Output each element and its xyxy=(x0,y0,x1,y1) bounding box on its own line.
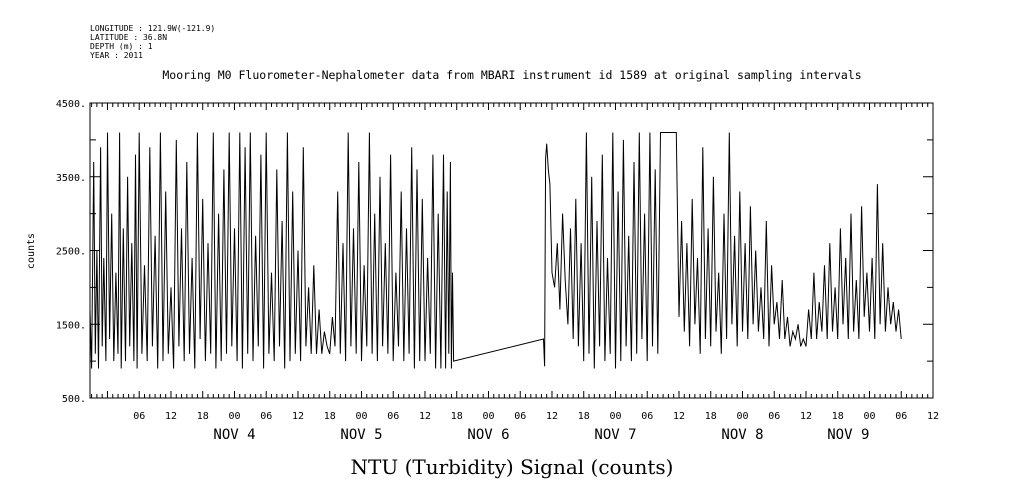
y-tick-label: 3500. xyxy=(56,173,86,184)
x-tick-label: 18 xyxy=(324,411,336,422)
x-day-label: NOV 6 xyxy=(467,427,509,443)
x-tick-label: 06 xyxy=(768,411,780,422)
x-tick-label: 00 xyxy=(609,411,621,422)
y-axis: 4500. 3500. 2500. 1500. 500. xyxy=(56,99,933,405)
x-tick-label: 12 xyxy=(546,411,558,422)
x-tick-label: 00 xyxy=(736,411,748,422)
x-tick-label: 18 xyxy=(832,411,844,422)
x-day-label: NOV 8 xyxy=(721,427,763,443)
y-tick-label: 2500. xyxy=(56,247,86,258)
x-tick-label: 00 xyxy=(863,411,875,422)
x-tick-label: 06 xyxy=(133,411,145,422)
depth-label: DEPTH (m) : 1 xyxy=(90,42,153,51)
x-day-label: NOV 4 xyxy=(213,427,255,443)
x-day-label: NOV 9 xyxy=(827,427,869,443)
x-axis: 06 12 18 00 06 12 18 00 06 12 18 00 06 12 18 00 06 12 18 00… xyxy=(91,103,939,443)
x-tick-label: 00 xyxy=(355,411,367,422)
x-tick-label: 06 xyxy=(260,411,272,422)
x-day-label: NOV 5 xyxy=(340,427,382,443)
latitude-label: LATITUDE : 36.8N xyxy=(90,33,167,42)
x-tick-label: 06 xyxy=(387,411,399,422)
x-axis-label: NTU (Turbidity) Signal (counts) xyxy=(351,455,674,479)
x-tick-label: 00 xyxy=(228,411,240,422)
x-tick-label: 00 xyxy=(482,411,494,422)
x-tick-label: 18 xyxy=(197,411,209,422)
y-tick-label: 1500. xyxy=(56,320,86,331)
y-axis-label: counts xyxy=(26,233,37,269)
x-tick-label: 12 xyxy=(165,411,177,422)
x-tick-label: 12 xyxy=(927,411,939,422)
metadata-header: LONGITUDE : 121.9W(-121.9) LATITUDE : 36… xyxy=(90,24,215,60)
x-day-label: NOV 7 xyxy=(594,427,636,443)
x-tick-label: 06 xyxy=(514,411,526,422)
x-tick-label: 12 xyxy=(292,411,304,422)
x-tick-label: 18 xyxy=(705,411,717,422)
x-tick-label: 18 xyxy=(578,411,590,422)
series-line xyxy=(89,132,902,369)
series-group xyxy=(89,132,902,369)
y-tick-label: 500. xyxy=(62,394,86,405)
x-tick-label: 18 xyxy=(451,411,463,422)
chart-title: Mooring M0 Fluorometer-Nephalometer data… xyxy=(162,68,861,82)
x-tick-label: 06 xyxy=(641,411,653,422)
longitude-label: LONGITUDE : 121.9W(-121.9) xyxy=(90,24,215,33)
x-tick-label: 12 xyxy=(419,411,431,422)
year-label: YEAR : 2011 xyxy=(90,51,143,60)
x-tick-label: 12 xyxy=(800,411,812,422)
x-tick-label: 12 xyxy=(673,411,685,422)
y-tick-label: 4500. xyxy=(56,99,86,110)
x-tick-label: 06 xyxy=(895,411,907,422)
